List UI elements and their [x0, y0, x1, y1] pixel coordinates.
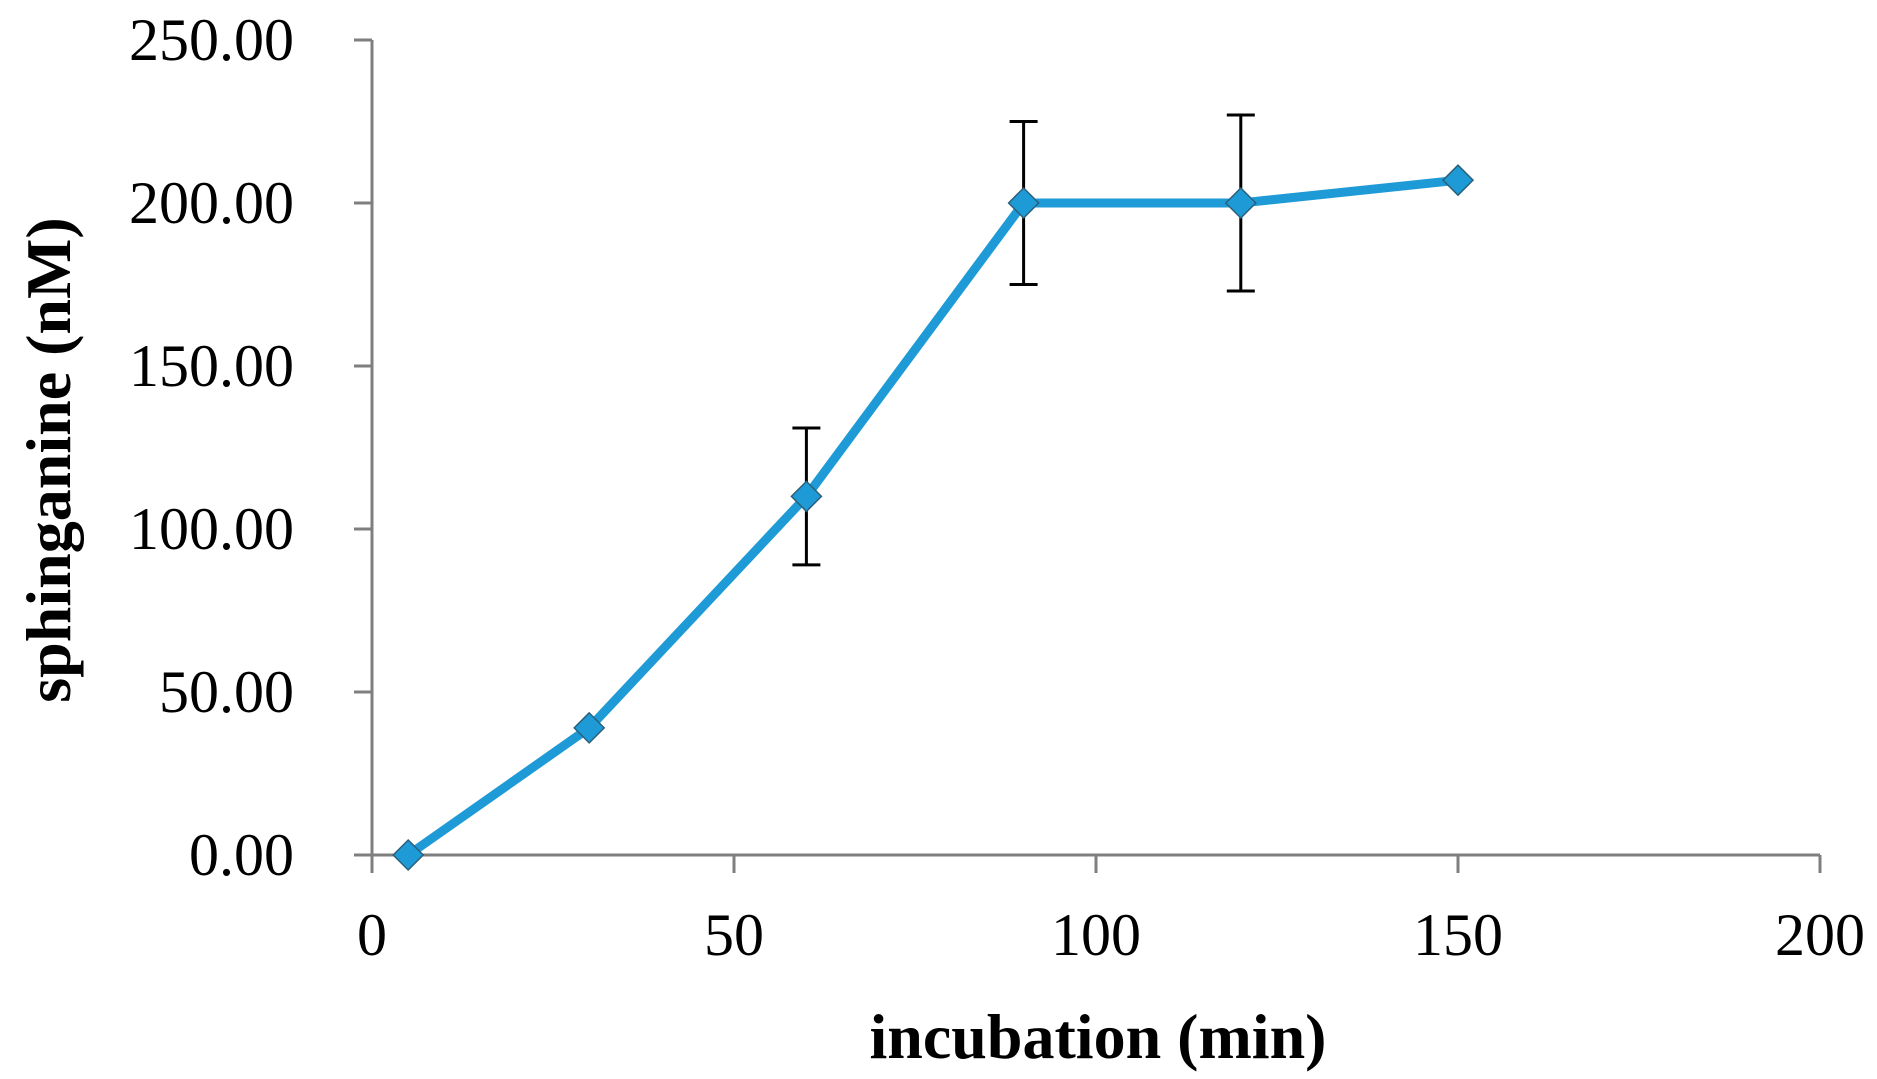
data-point: [790, 480, 823, 513]
data-point: [573, 711, 606, 744]
x-tick-label: 200: [1775, 902, 1865, 968]
x-tick-label: 50: [704, 902, 764, 968]
x-tick-label: 100: [1051, 902, 1141, 968]
axes: [354, 38, 1822, 873]
x-tick-label: 150: [1413, 902, 1503, 968]
x-tick-label: 0: [357, 902, 387, 968]
y-tick-label: 0.00: [189, 822, 294, 888]
x-axis-title: incubation (min): [870, 1001, 1327, 1072]
y-tick-label: 250.00: [129, 7, 294, 73]
tick-labels: 0.00 50.00 100.00 150.00 200.00 250.00 0 50 100 1…: [129, 7, 1865, 968]
data-point: [1224, 186, 1257, 220]
series: [392, 113, 1475, 872]
y-axis-title: sphinganine (nM): [13, 217, 84, 702]
y-tick-label: 150.00: [129, 333, 294, 399]
data-point: [1007, 186, 1040, 220]
data-point: [392, 838, 425, 872]
y-tick-label: 100.00: [129, 496, 294, 562]
y-tick-label: 200.00: [129, 170, 294, 236]
series-line: [405, 175, 1459, 859]
data-point: [1441, 164, 1475, 197]
y-tick-label: 50.00: [159, 659, 294, 725]
